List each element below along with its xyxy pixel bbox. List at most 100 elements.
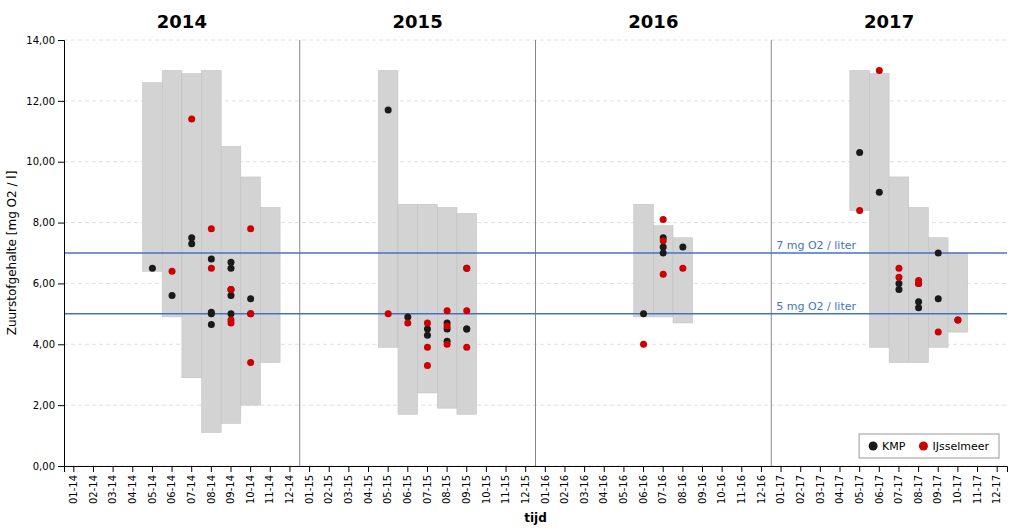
point: [188, 234, 195, 241]
tick: 01-15: [304, 466, 315, 504]
tick-label: 09-17: [932, 475, 943, 504]
range-bar: [437, 207, 457, 408]
tick-label: 09-16: [697, 475, 708, 504]
tick-label: 10,00: [26, 156, 55, 167]
tick-mark: [564, 466, 565, 472]
tick: 05-15: [382, 466, 393, 504]
tick-label: 6,00: [33, 278, 55, 289]
tick-label: 01-17: [775, 475, 786, 504]
tick: 14,00: [26, 35, 64, 46]
tick-label: 11-15: [500, 475, 511, 504]
tick-label: 02-17: [795, 475, 806, 504]
tick-label: 01-14: [68, 475, 79, 504]
tick-mark: [702, 466, 703, 472]
tick-label: 05-16: [618, 475, 629, 504]
tick-mark: [506, 466, 507, 472]
point: [247, 295, 254, 302]
point: [856, 207, 863, 214]
tick-label: 07-15: [422, 475, 433, 504]
tick-mark: [132, 466, 133, 472]
tick-mark: [997, 466, 998, 472]
point: [208, 309, 215, 316]
range-bar: [221, 147, 241, 424]
point: [227, 259, 234, 266]
point: [915, 304, 922, 311]
axis-line: [58, 41, 65, 467]
tick-mark: [58, 405, 64, 406]
point: [227, 316, 234, 323]
range-bar: [869, 73, 889, 347]
tick: 10-17: [952, 466, 963, 504]
point: [424, 319, 431, 326]
point: [227, 265, 234, 272]
tick-mark: [525, 466, 526, 472]
tick-label: 07-16: [657, 475, 668, 504]
tick: 08-17: [913, 466, 924, 504]
tick: 10-15: [481, 466, 492, 504]
point: [169, 268, 176, 275]
reference-line: [64, 313, 1007, 315]
tick-mark: [584, 466, 585, 472]
tick-mark: [289, 466, 290, 472]
tick-label: 04-14: [127, 475, 138, 504]
year-label: 2014: [157, 11, 207, 32]
point: [895, 274, 902, 281]
tick-mark: [172, 466, 173, 472]
point: [463, 326, 470, 333]
tick: 12-17: [991, 466, 1002, 504]
tick: 05-17: [854, 466, 865, 504]
tick-mark: [58, 466, 64, 467]
plot: 7 mg O2 / liter5 mg O2 / liter 2014201520…: [5, 11, 1008, 525]
tick: 2,00: [33, 400, 64, 411]
reference-label: 5 mg O2 / liter: [776, 300, 856, 313]
tick: 6,00: [33, 278, 64, 289]
point: [444, 341, 451, 348]
range-bar: [143, 83, 163, 272]
point: [856, 149, 863, 156]
range-bar: [634, 204, 654, 317]
point: [227, 292, 234, 299]
point: [876, 189, 883, 196]
year-labels: 2014201520162017: [157, 11, 914, 32]
point: [895, 280, 902, 287]
range-bar: [673, 238, 693, 323]
tick: 02-16: [559, 466, 570, 504]
range-bar: [909, 207, 929, 362]
point: [227, 310, 234, 317]
year-label: 2017: [864, 11, 914, 32]
tick-mark: [682, 466, 683, 472]
tick-label: 12-16: [756, 475, 767, 504]
tick-label: 08-17: [913, 475, 924, 504]
tick: 0,00: [33, 461, 64, 472]
tick-mark: [977, 466, 978, 472]
reference-labels: 7 mg O2 / liter5 mg O2 / liter: [776, 239, 856, 313]
tick-label: 2,00: [33, 400, 55, 411]
point: [463, 265, 470, 272]
tick: 07-16: [657, 466, 668, 504]
tick-label: 08-14: [206, 475, 217, 504]
tick: 09-16: [697, 466, 708, 504]
tick: 03-15: [343, 466, 354, 504]
tick-label: 02-16: [559, 475, 570, 504]
chart: 7 mg O2 / liter5 mg O2 / liter 2014201520…: [0, 0, 1023, 530]
tick-label: 05-15: [382, 475, 393, 504]
tick-label: 4,00: [33, 339, 55, 350]
tick-label: 14,00: [26, 35, 55, 46]
point: [935, 329, 942, 336]
point: [679, 243, 686, 250]
range-bar: [418, 204, 438, 393]
range-bar: [162, 70, 182, 316]
range-bar: [948, 253, 968, 332]
tick-label: 12-17: [991, 475, 1002, 504]
tick-mark: [368, 466, 369, 472]
tick-mark: [309, 466, 310, 472]
range-bar: [202, 70, 222, 432]
tick: 09-15: [461, 466, 472, 504]
legend-frame: [859, 434, 999, 458]
tick-label: 8,00: [33, 217, 55, 228]
tick: 05-16: [618, 466, 629, 504]
tick: 11-16: [736, 466, 747, 504]
tick-label: 05-17: [854, 475, 865, 504]
tick-mark: [918, 466, 919, 472]
point: [679, 265, 686, 272]
